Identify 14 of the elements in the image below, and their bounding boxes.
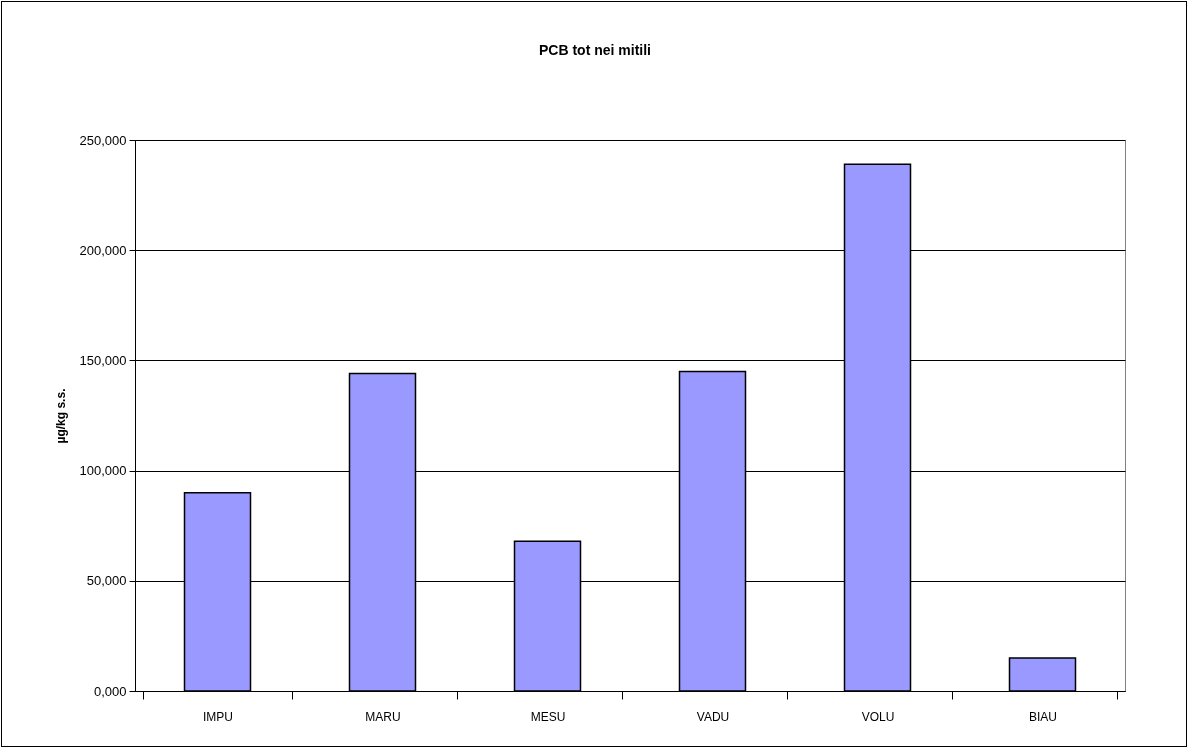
x-tick-label: VOLU	[861, 709, 895, 724]
chart-title: PCB tot nei mitili	[539, 42, 651, 58]
x-tick-label: BIAU	[1028, 709, 1058, 724]
x-tick-label: VADU	[696, 709, 730, 724]
y-tick-label: 100,000	[79, 463, 127, 479]
y-axis-title: µg/kg s.s.	[53, 388, 68, 444]
x-tick-label: IMPU	[203, 709, 233, 724]
y-tick-label: 150,000	[79, 352, 127, 368]
y-tick-label: 200,000	[79, 242, 127, 258]
y-tick-label: 50,000	[86, 573, 127, 589]
x-tick-label: MARU	[365, 709, 401, 724]
y-tick-label: 250,000	[79, 132, 127, 148]
y-tick-label: 0,000	[93, 683, 127, 699]
x-tick-label: MESU	[530, 709, 566, 724]
